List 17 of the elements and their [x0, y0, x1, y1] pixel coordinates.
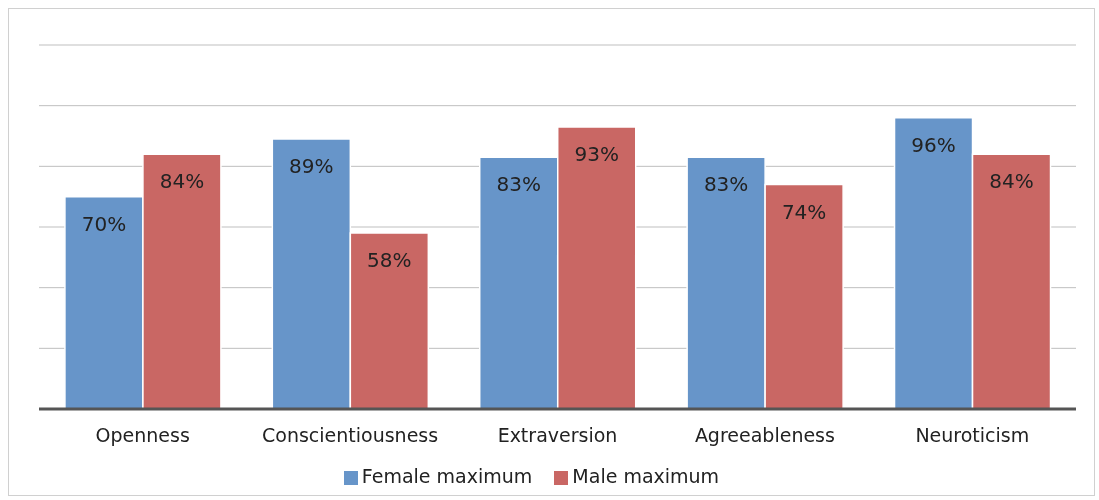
x-tick-label: Agreeableness: [694, 424, 835, 447]
x-tick-label: Openness: [95, 424, 190, 447]
x-tick-label: Conscientiousness: [262, 424, 439, 447]
x-tick-label: Extraversion: [497, 424, 618, 447]
data-label: 83%: [496, 172, 541, 197]
data-label: 83%: [703, 172, 749, 197]
x-tick-label: Neuroticism: [915, 424, 1030, 447]
data-label: 70%: [81, 211, 127, 236]
data-label: 93%: [574, 142, 619, 167]
data-label: 96%: [911, 133, 956, 157]
legend-label: Male maximum: [572, 465, 720, 487]
data-label: 58%: [367, 248, 412, 273]
legend-label: Female maximum: [361, 465, 533, 487]
data-label: 84%: [989, 169, 1034, 194]
data-label: 74%: [781, 199, 827, 224]
data-label: 89%: [289, 154, 334, 179]
data-label: 84%: [159, 169, 205, 194]
